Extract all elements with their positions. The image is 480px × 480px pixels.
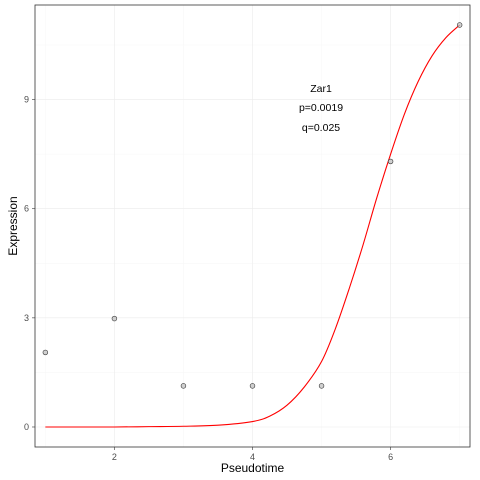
data-point <box>111 315 118 322</box>
y-axis-title: Expression <box>6 196 20 255</box>
fitted-curve-group <box>45 24 461 428</box>
x-tick-label: 6 <box>388 452 393 462</box>
data-point <box>42 349 49 356</box>
x-axis-title: Pseudotime <box>221 461 285 475</box>
data-point <box>249 383 256 389</box>
y-tick-label: 3 <box>24 313 29 323</box>
y-axis-ticks: 0 3 6 9 <box>24 95 35 432</box>
fitted-curve <box>45 24 461 428</box>
data-points <box>42 22 463 389</box>
grid-lines <box>35 5 470 447</box>
annotation-gene: Zar1 <box>310 83 332 95</box>
annotation-q-value: q=0.025 <box>302 122 340 134</box>
data-point <box>180 383 187 389</box>
x-tick-label: 4 <box>250 452 255 462</box>
y-tick-label: 0 <box>24 422 29 432</box>
data-point <box>387 158 394 165</box>
x-axis-ticks: 2 4 6 <box>112 447 393 462</box>
annotation-p-value: p=0.0019 <box>299 102 343 114</box>
y-tick-label: 6 <box>24 204 29 214</box>
y-tick-label: 9 <box>24 95 29 105</box>
data-point <box>456 22 463 28</box>
x-tick-label: 2 <box>112 452 117 462</box>
data-point <box>318 383 325 389</box>
